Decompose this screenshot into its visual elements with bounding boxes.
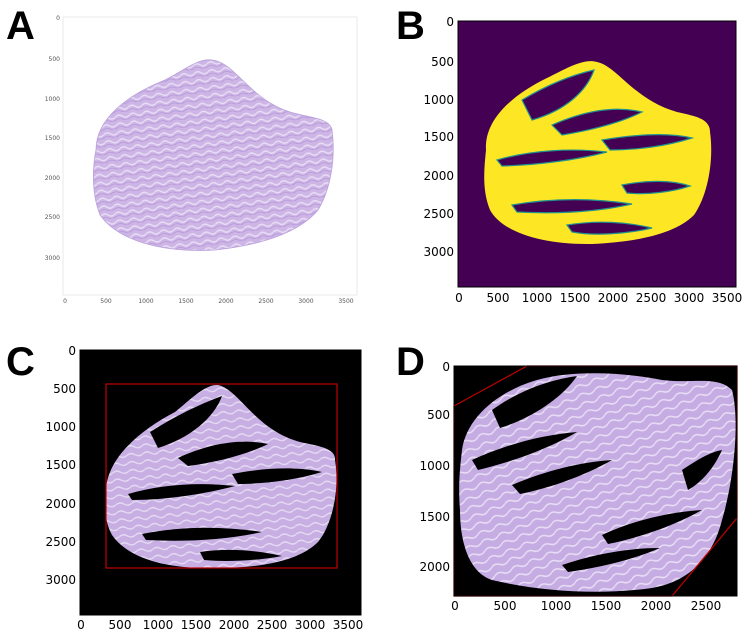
panel-c-letter: C (6, 340, 35, 384)
panel-a-letter: A (6, 4, 35, 48)
panel-d-image: 0 500 1000 1500 2000 0 500 1000 1500 200… (419, 360, 738, 613)
panel-a-xtick: 500 (100, 298, 112, 305)
panel-a-tissue (92, 59, 334, 251)
panel-b-x-ticks: 0 500 1000 1500 2000 2500 3000 3500 (455, 291, 742, 305)
panel-a-ytick: 0 (56, 15, 60, 22)
panel-a-ytick: 1000 (45, 96, 60, 103)
panel-a: A 0 500 1000 1500 2000 2500 3000 0 500 1… (0, 0, 372, 320)
panel-b-xtick: 1500 (560, 291, 591, 305)
panel-a-ytick: 1500 (45, 135, 60, 142)
panel-c-ytick: 1500 (45, 458, 76, 472)
panel-b-xtick: 3000 (674, 291, 705, 305)
panel-b-ytick: 2500 (423, 207, 454, 221)
panel-d-xtick: 0 (451, 599, 459, 613)
panel-b-ytick: 1000 (423, 93, 454, 107)
panel-d-xtick: 2000 (641, 599, 672, 613)
panel-a-xtick: 1000 (138, 298, 153, 305)
panel-c-xtick: 500 (109, 618, 132, 632)
panel-d-dark-streaks (472, 376, 722, 572)
panel-c-xtick: 1000 (143, 618, 174, 632)
panel-a-y-ticks: 0 500 1000 1500 2000 2500 3000 (45, 15, 60, 262)
panel-a-ytick: 2500 (45, 214, 60, 221)
panel-c-image: 0 500 1000 1500 2000 2500 3000 0 500 100… (45, 344, 363, 632)
panel-b-ytick: 1500 (423, 130, 454, 144)
panel-c-bounding-box (105, 383, 338, 569)
panel-b-image: 0 500 1000 1500 2000 2500 3000 0 500 100… (423, 15, 742, 305)
panel-b-xtick: 3500 (712, 291, 743, 305)
panel-d-frame (453, 365, 738, 597)
panel-b-ytick: 2000 (423, 169, 454, 183)
panel-c-xtick: 2500 (257, 618, 288, 632)
panel-c: C 0 500 1000 1500 2000 2500 3000 (0, 320, 372, 639)
panel-a-xtick: 3000 (298, 298, 313, 305)
panel-b-xtick: 2500 (636, 291, 667, 305)
panel-b-ytick: 3000 (423, 245, 454, 259)
panel-b-letter: B (396, 4, 425, 48)
panel-d-ytick: 2000 (419, 560, 450, 574)
panel-a-ytick: 2000 (45, 175, 60, 182)
panel-d-xtick: 1500 (591, 599, 622, 613)
panel-d-ytick: 500 (427, 408, 450, 422)
panel-a-ytick: 3000 (45, 255, 60, 262)
panel-b-frame (457, 20, 737, 288)
panel-b: B 0 500 1000 1500 2000 2500 3000 0 500 1… (372, 0, 744, 320)
panel-c-ytick: 2000 (45, 497, 76, 511)
panel-a-xtick: 1500 (178, 298, 193, 305)
panel-b-mask-voids (495, 69, 695, 235)
panel-c-ytick: 500 (53, 382, 76, 396)
panel-b-xtick: 0 (455, 291, 463, 305)
panel-d-ytick: 0 (442, 360, 450, 374)
panel-d-xtick: 2500 (691, 599, 722, 613)
panel-c-xtick: 1500 (181, 618, 212, 632)
panel-d-xtick: 500 (494, 599, 517, 613)
panel-a-xtick: 3500 (338, 298, 353, 305)
panel-c-frame (79, 349, 362, 616)
panel-b-xtick: 500 (487, 291, 510, 305)
panel-c-xtick: 3500 (333, 618, 364, 632)
panel-c-x-ticks: 0 500 1000 1500 2000 2500 3000 3500 (77, 618, 363, 632)
panel-c-ytick: 0 (68, 344, 76, 358)
panel-d-ytick: 1000 (419, 459, 450, 473)
panel-a-image: 0 500 1000 1500 2000 2500 3000 0 500 100… (45, 15, 358, 305)
panel-a-xtick: 0 (63, 298, 67, 305)
panel-d-xtick: 1000 (541, 599, 572, 613)
panel-c-ytick: 1000 (45, 420, 76, 434)
panel-d-x-ticks: 0 500 1000 1500 2000 2500 (451, 599, 721, 613)
panel-a-x-ticks: 0 500 1000 1500 2000 2500 3000 3500 (63, 298, 354, 305)
panel-a-xtick: 2000 (218, 298, 233, 305)
panel-d-ytick: 1500 (419, 510, 450, 524)
panel-b-ytick: 0 (446, 15, 454, 29)
panel-b-xtick: 2000 (598, 291, 629, 305)
panel-d-y-ticks: 0 500 1000 1500 2000 (419, 360, 450, 574)
panel-c-ytick: 2500 (45, 535, 76, 549)
panel-c-ytick: 3000 (45, 573, 76, 587)
panel-c-xtick: 2000 (219, 618, 250, 632)
panel-a-ytick: 500 (49, 56, 61, 63)
panel-d-letter: D (396, 340, 425, 384)
panel-b-xtick: 1000 (522, 291, 553, 305)
panel-c-y-ticks: 0 500 1000 1500 2000 2500 3000 (45, 344, 76, 587)
panel-b-ytick: 500 (431, 55, 454, 69)
panel-d: D 0 500 1000 1500 2000 0 5 (372, 320, 744, 639)
panel-b-y-ticks: 0 500 1000 1500 2000 2500 3000 (423, 15, 454, 259)
panel-c-xtick: 3000 (295, 618, 326, 632)
panel-c-dark-streaks (128, 396, 322, 561)
panel-a-xtick: 2500 (258, 298, 273, 305)
panel-c-xtick: 0 (77, 618, 85, 632)
panel-d-tissue (459, 373, 736, 592)
